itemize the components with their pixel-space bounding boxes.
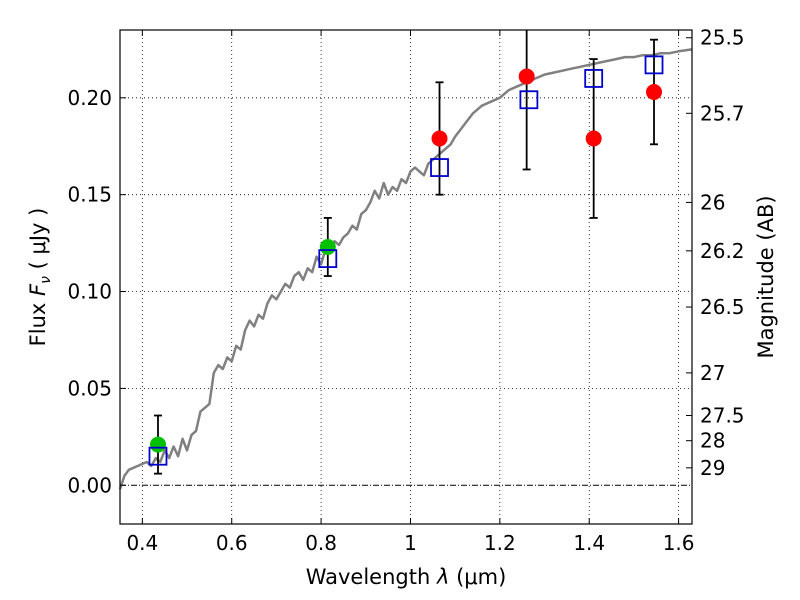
model-spectrum-line xyxy=(118,48,693,490)
model-photometry xyxy=(148,55,664,466)
y-tick-label: 0.05 xyxy=(67,376,112,400)
observed-points xyxy=(149,68,663,453)
x-tick-label: 1.2 xyxy=(484,531,516,555)
observed-point xyxy=(646,83,663,100)
y2-axis-title: Magnitude (AB) xyxy=(754,195,778,358)
x-tick-label: 0.6 xyxy=(216,531,248,555)
y2-tick-label: 26 xyxy=(700,190,725,214)
observed-point xyxy=(518,68,535,85)
observed-point xyxy=(585,130,602,147)
x-tick-label: 0.8 xyxy=(305,531,337,555)
x-tick-label: 1.6 xyxy=(663,531,695,555)
axes-frame xyxy=(119,29,693,525)
y-axis-title: Flux Fν ( μJy ) xyxy=(26,208,54,347)
model-photometry-point xyxy=(644,55,664,75)
y2-tick-label: 26.5 xyxy=(700,295,745,319)
observed-point xyxy=(149,436,166,453)
observed-point xyxy=(431,130,448,147)
y2-tick-label: 26.2 xyxy=(700,239,745,263)
observed-point xyxy=(319,238,336,255)
model-photometry-point xyxy=(148,446,168,466)
model-photometry-point xyxy=(584,69,604,88)
axis-ticks: 0.4 0.6 0.8 1 1.2 1.4 1.6 0.00 0.05 0.10 0.15 0.20 2… xyxy=(67,26,744,555)
x-tick-label: 1.4 xyxy=(573,531,605,555)
y2-tick-label: 25.5 xyxy=(700,26,745,50)
y-tick-label: 0.20 xyxy=(67,86,112,110)
y2-tick-label: 25.7 xyxy=(700,101,745,125)
x-axis-title: Wavelength λ (μm) xyxy=(306,565,507,589)
y2-tick-label: 27.5 xyxy=(700,404,745,428)
y-tick-label: 0.00 xyxy=(67,473,112,497)
y2-tick-label: 28 xyxy=(700,429,725,453)
model-photometry-point xyxy=(519,90,539,110)
y-tick-label: 0.15 xyxy=(67,183,112,207)
x-tick-label: 0.4 xyxy=(126,531,158,555)
grid xyxy=(120,30,692,524)
plot-frame xyxy=(119,29,693,525)
error-bars xyxy=(153,30,659,475)
model-spectrum xyxy=(118,48,693,490)
y2-tick-label: 27 xyxy=(700,361,725,385)
y-tick-label: 0.10 xyxy=(67,280,112,304)
model-photometry-point xyxy=(430,158,449,177)
x-tick-label: 1 xyxy=(404,531,417,555)
y2-tick-label: 29 xyxy=(700,456,725,480)
model-photometry-point xyxy=(318,249,338,268)
